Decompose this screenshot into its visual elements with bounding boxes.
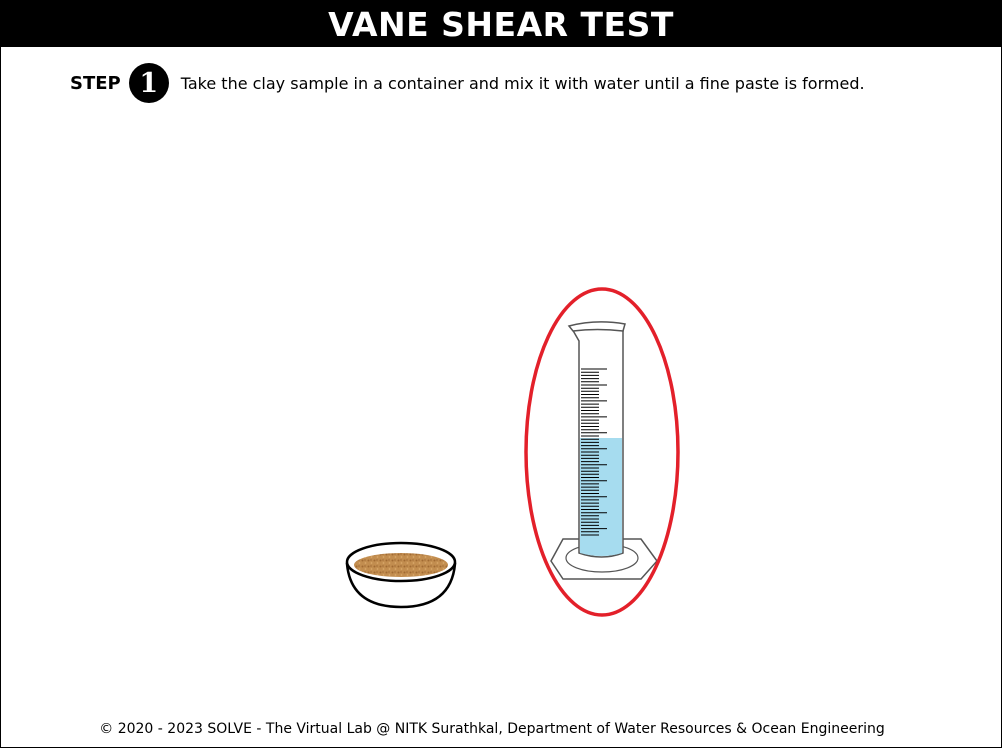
title-bar: VANE SHEAR TEST [1,1,1001,47]
page-title: VANE SHEAR TEST [328,4,674,44]
step-label: STEP [70,72,121,94]
step-text: Take the clay sample in a container and … [180,73,865,93]
highlight-circle [524,287,680,617]
step-instruction: STEP 1 Take the clay sample in a contain… [70,63,865,103]
clay-sample [354,553,448,577]
measuring-cylinder-icon[interactable] [550,321,658,580]
cylinder-graduations [581,368,607,536]
footer-copyright: © 2020 - 2023 SOLVE - The Virtual Lab @ … [99,721,885,737]
clay-bowl-icon[interactable] [345,541,457,609]
step-number-badge: 1 [128,63,169,103]
